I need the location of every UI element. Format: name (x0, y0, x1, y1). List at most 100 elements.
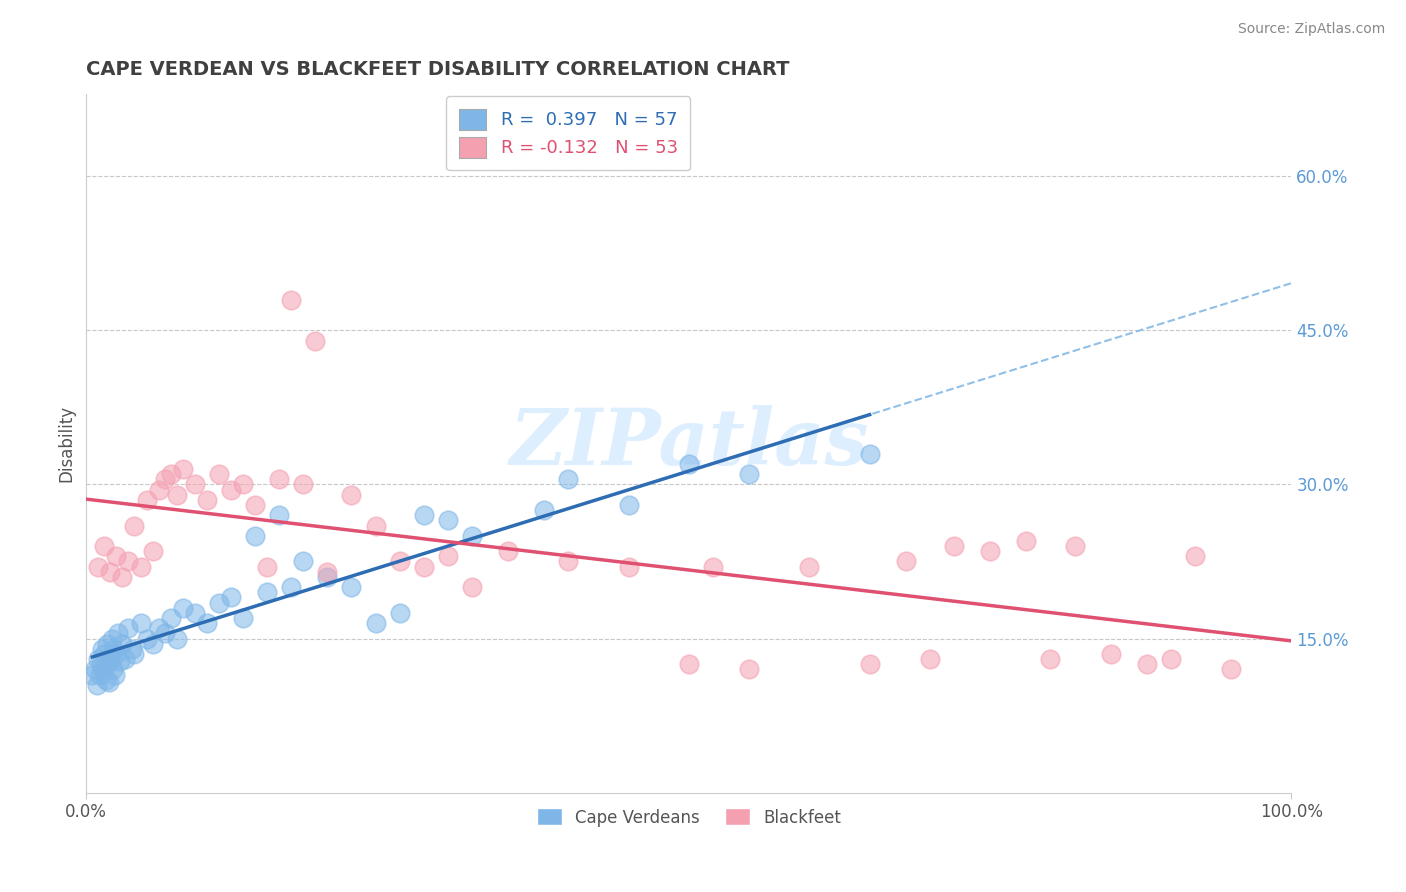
Point (437, 549, 460, 564)
Point (269, 508, 291, 523)
Point (87, 559, 110, 574)
Point (412, 559, 434, 574)
Point (388, 606, 411, 620)
Point (159, 467, 181, 482)
Point (117, 554, 139, 568)
Point (114, 652, 136, 666)
Point (617, 559, 640, 574)
Point (111, 570, 134, 584)
Point (166, 488, 188, 502)
Point (304, 334, 326, 348)
Point (256, 559, 278, 574)
Point (243, 498, 266, 512)
Point (184, 606, 207, 620)
Point (1160, 652, 1182, 666)
Point (1099, 647, 1122, 661)
Text: ZIPatlas: ZIPatlas (509, 405, 869, 482)
Point (166, 632, 188, 646)
Point (153, 626, 176, 640)
Point (918, 652, 941, 666)
Point (859, 657, 882, 672)
Point (617, 498, 640, 512)
Point (100, 652, 122, 666)
Point (93, 647, 115, 661)
Point (172, 600, 194, 615)
Point (101, 662, 124, 676)
Point (533, 503, 555, 517)
Point (1039, 652, 1062, 666)
Point (280, 580, 302, 594)
Point (738, 662, 761, 676)
Point (388, 554, 411, 568)
Point (135, 632, 157, 646)
Point (340, 488, 363, 502)
Point (94, 673, 117, 687)
Point (437, 513, 460, 527)
Point (557, 472, 579, 486)
Point (799, 559, 821, 574)
Text: Source: ZipAtlas.com: Source: ZipAtlas.com (1237, 22, 1385, 37)
Point (96, 637, 118, 651)
Point (148, 621, 170, 635)
Point (979, 544, 1001, 558)
Point (121, 641, 143, 656)
Point (105, 549, 128, 564)
Point (124, 647, 146, 661)
Point (412, 508, 434, 523)
Point (859, 447, 882, 461)
Point (316, 565, 339, 579)
Point (738, 467, 761, 482)
Point (461, 529, 484, 543)
Point (87, 652, 110, 666)
Point (159, 611, 181, 625)
Point (1063, 539, 1085, 553)
Point (142, 637, 165, 651)
Point (172, 462, 194, 476)
Point (219, 483, 242, 497)
Point (98, 674, 121, 689)
Point (219, 591, 242, 605)
Point (364, 616, 387, 631)
Point (108, 654, 131, 668)
Point (129, 559, 152, 574)
Point (90, 657, 112, 672)
Point (111, 637, 134, 651)
Point (292, 554, 315, 568)
Point (153, 472, 176, 486)
Point (557, 554, 579, 568)
Point (105, 647, 128, 661)
Point (91, 662, 114, 676)
Point (208, 596, 231, 610)
Point (117, 621, 139, 635)
Point (280, 293, 302, 307)
Point (943, 539, 966, 553)
Legend: Cape Verdeans, Blackfeet: Cape Verdeans, Blackfeet (530, 802, 848, 833)
Point (256, 585, 278, 599)
Point (243, 529, 266, 543)
Point (89, 667, 111, 681)
Point (142, 544, 165, 558)
Point (83, 662, 105, 676)
Point (292, 477, 315, 491)
Point (100, 565, 122, 579)
Point (894, 554, 917, 568)
Point (232, 611, 254, 625)
Point (93, 539, 115, 553)
Text: CAPE VERDEAN VS BLACKFEET DISABILITY CORRELATION CHART: CAPE VERDEAN VS BLACKFEET DISABILITY COR… (86, 60, 790, 78)
Point (103, 641, 125, 656)
Point (129, 616, 152, 631)
Point (195, 616, 218, 631)
Point (86, 678, 108, 692)
Point (678, 457, 700, 471)
Point (1184, 549, 1206, 564)
Point (461, 580, 484, 594)
Point (124, 518, 146, 533)
Point (316, 570, 339, 584)
Point (104, 667, 127, 681)
Point (1136, 657, 1159, 672)
Point (107, 626, 129, 640)
Point (1015, 533, 1038, 548)
Point (496, 544, 519, 558)
Point (1220, 662, 1243, 676)
Point (97, 657, 120, 672)
